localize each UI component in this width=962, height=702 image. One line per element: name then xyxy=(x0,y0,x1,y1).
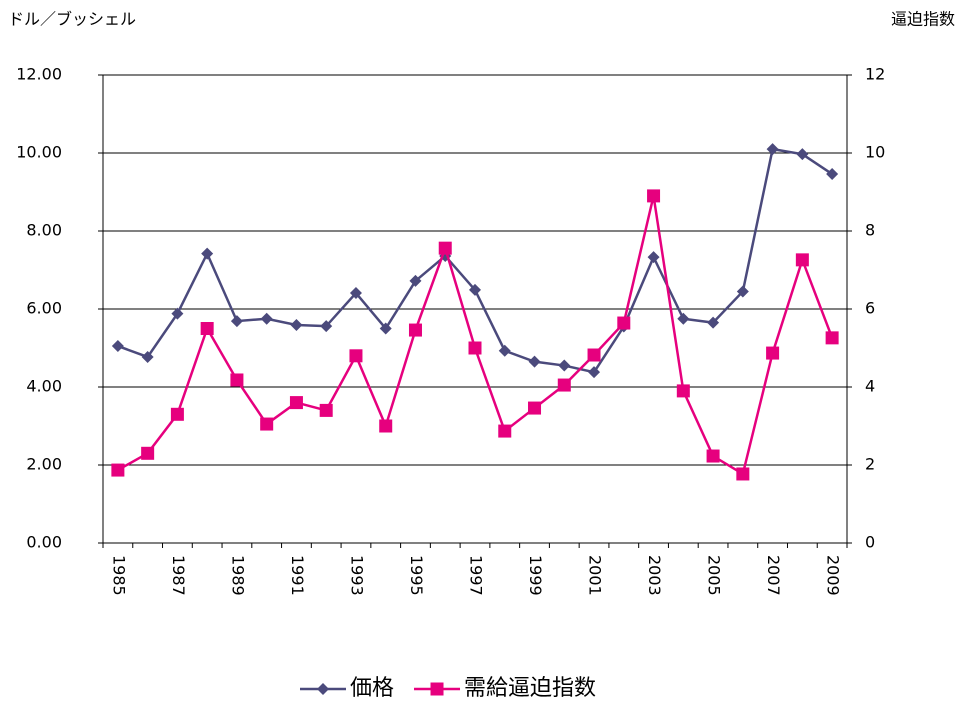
data-point xyxy=(141,446,155,460)
data-point xyxy=(260,312,273,325)
x-tick-label: 1995 xyxy=(407,555,426,596)
data-point xyxy=(528,401,542,415)
data-point xyxy=(676,384,690,398)
data-point xyxy=(200,322,214,335)
data-point xyxy=(201,247,214,260)
data-point xyxy=(677,312,690,325)
legend-label: 価格 xyxy=(350,676,394,701)
legend-marker xyxy=(430,682,444,696)
data-point xyxy=(647,251,660,264)
data-point xyxy=(736,467,750,481)
data-point xyxy=(557,378,571,392)
data-point xyxy=(409,274,422,287)
y2-tick-label: 2 xyxy=(865,455,875,474)
data-point xyxy=(260,417,274,431)
y2-tick-label: 8 xyxy=(865,221,875,240)
y-tick-label: 12.00 xyxy=(16,65,62,84)
data-point xyxy=(468,341,482,355)
legend-marker xyxy=(317,683,329,695)
data-point xyxy=(230,373,244,387)
data-point xyxy=(289,396,303,410)
data-point xyxy=(171,307,184,320)
data-point xyxy=(230,315,243,328)
x-tick-label: 1985 xyxy=(109,555,128,596)
data-point xyxy=(408,323,422,337)
series-line xyxy=(117,195,834,476)
data-point xyxy=(320,320,333,333)
data-point xyxy=(587,348,601,362)
series-line xyxy=(117,147,833,374)
x-tick-label: 1987 xyxy=(169,555,188,596)
data-point xyxy=(706,449,720,463)
data-point xyxy=(111,340,124,353)
data-point xyxy=(528,355,541,368)
x-tick-label: 1993 xyxy=(347,555,366,596)
data-point xyxy=(588,366,601,379)
data-point xyxy=(766,143,779,156)
y-tick-label: 2.00 xyxy=(26,455,62,474)
x-tick-label: 2005 xyxy=(705,555,724,596)
data-point xyxy=(319,403,333,417)
y-tick-label: 0.00 xyxy=(26,533,62,552)
y-tick-label: 8.00 xyxy=(26,221,62,240)
legend-item: 価格 xyxy=(300,676,394,701)
x-tick-label: 2009 xyxy=(824,555,843,596)
x-tick-label: 1991 xyxy=(288,555,307,596)
data-point xyxy=(438,241,452,255)
data-point xyxy=(111,463,125,477)
y2-tick-label: 6 xyxy=(865,299,875,318)
data-point xyxy=(558,359,571,372)
y2-tick-label: 12 xyxy=(865,65,885,84)
y2-axis-title: 逼迫指数 xyxy=(891,10,955,29)
y2-tick-label: 4 xyxy=(865,377,875,396)
data-point xyxy=(736,285,749,298)
y-tick-label: 10.00 xyxy=(16,143,62,162)
data-point xyxy=(379,322,392,335)
data-point xyxy=(826,168,839,181)
data-point xyxy=(290,318,303,331)
x-tick-label: 1999 xyxy=(526,555,545,596)
y2-tick-label: 10 xyxy=(865,143,885,162)
data-point xyxy=(617,316,631,330)
x-tick-label: 2003 xyxy=(645,555,664,596)
x-tick-label: 2001 xyxy=(586,555,605,596)
legend-label: 需給逼迫指数 xyxy=(464,676,596,701)
data-point xyxy=(766,346,780,360)
x-tick-label: 2007 xyxy=(764,555,783,596)
y-tick-label: 4.00 xyxy=(26,377,62,396)
data-point xyxy=(796,148,809,161)
data-point xyxy=(170,407,184,421)
x-tick-label: 1989 xyxy=(228,555,247,596)
data-point xyxy=(498,344,511,357)
legend-item: 需給逼迫指数 xyxy=(414,676,596,701)
y-tick-label: 6.00 xyxy=(26,299,62,318)
data-point xyxy=(379,419,393,433)
data-point xyxy=(647,189,661,203)
data-point xyxy=(349,287,362,300)
y-axis-title: ドル／ブッシェル xyxy=(8,10,136,29)
data-point xyxy=(498,424,512,438)
data-point xyxy=(141,350,154,363)
data-point xyxy=(469,283,481,296)
y2-tick-label: 0 xyxy=(865,533,875,552)
data-point xyxy=(795,253,809,267)
data-point xyxy=(707,316,720,329)
data-point xyxy=(825,331,839,345)
x-tick-label: 1997 xyxy=(467,555,486,596)
data-point xyxy=(349,349,363,363)
